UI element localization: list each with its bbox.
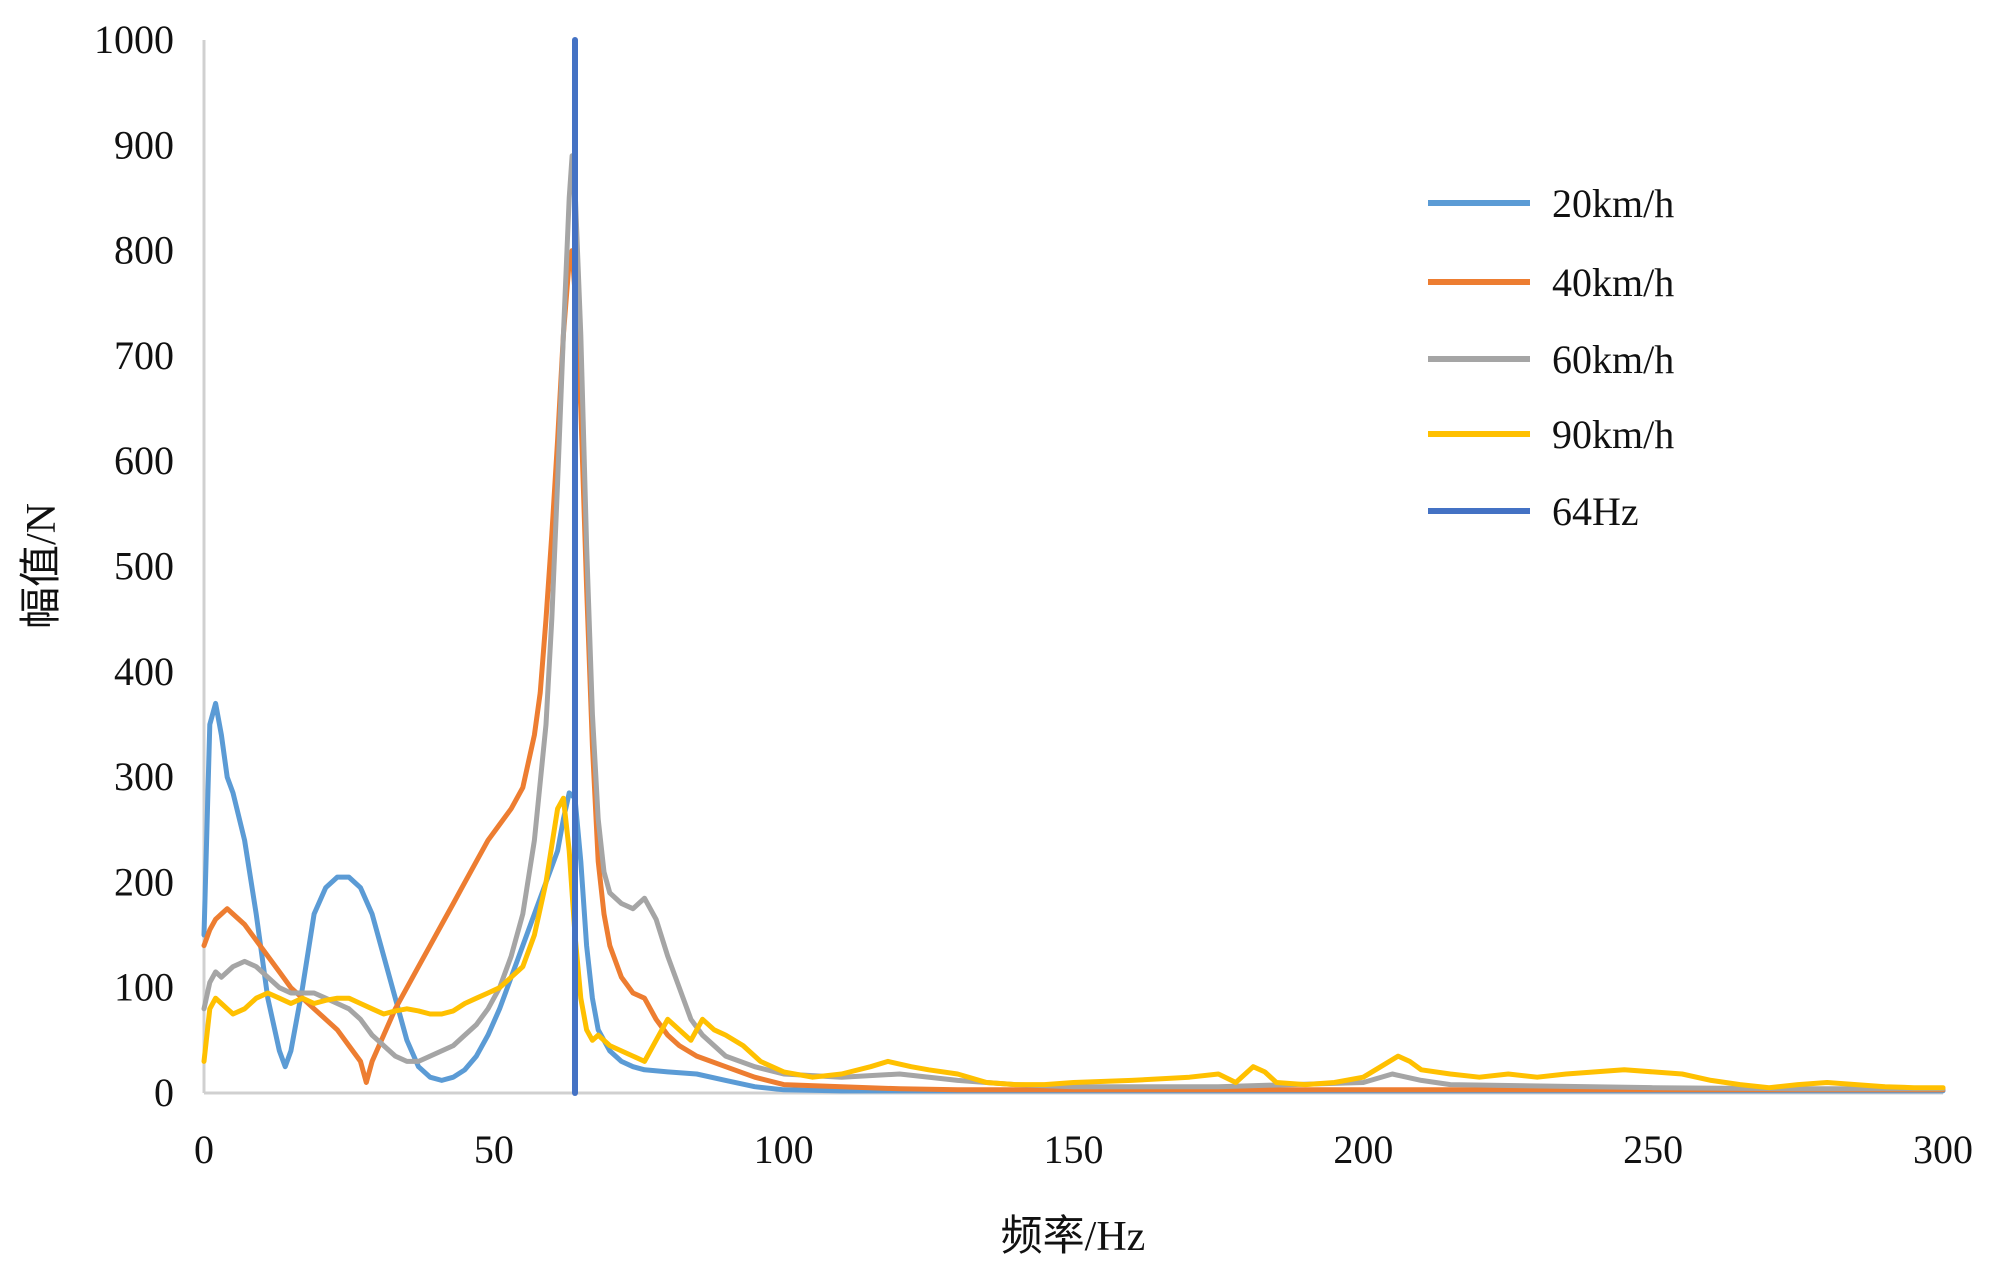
x-tick-label: 200: [1333, 1127, 1393, 1172]
y-tick-labels: 0 100 200 300 400 500 600 700 800 900 1000: [94, 17, 174, 1115]
series-line-3: [201, 795, 1946, 1091]
y-tick-label: 0: [154, 1070, 174, 1115]
y-tick-label: 400: [114, 649, 174, 694]
x-tick-label: 100: [754, 1127, 814, 1172]
series-line-0: [201, 700, 1946, 1094]
y-tick-label: 700: [114, 333, 174, 378]
y-tick-label: 1000: [94, 17, 174, 62]
axes: [202, 40, 1943, 1095]
x-tick-label: 0: [194, 1127, 214, 1172]
y-tick-label: 800: [114, 228, 174, 273]
x-tick-label: 150: [1044, 1127, 1104, 1172]
x-tick-label: 250: [1623, 1127, 1683, 1172]
y-axis-label: 幅值/N: [19, 503, 65, 629]
legend: 20km/h 40km/h 60km/h 90km/h 64Hz: [1428, 181, 1674, 534]
series-lines: [201, 37, 1946, 1096]
x-axis-label: 频率/Hz: [1001, 1213, 1146, 1260]
series-line-2: [201, 153, 1946, 1092]
x-tick-label: 300: [1913, 1127, 1973, 1172]
y-tick-label: 900: [114, 122, 174, 167]
y-tick-label: 100: [114, 965, 174, 1010]
legend-label: 40km/h: [1552, 260, 1674, 305]
legend-label: 64Hz: [1552, 489, 1639, 534]
y-tick-label: 500: [114, 544, 174, 589]
series-line-1: [201, 248, 1946, 1093]
legend-label: 90km/h: [1552, 412, 1674, 457]
y-tick-label: 200: [114, 859, 174, 904]
x-tick-label: 50: [474, 1127, 514, 1172]
legend-label: 60km/h: [1552, 337, 1674, 382]
y-tick-label: 600: [114, 438, 174, 483]
x-tick-labels: 0 50 100 150 200 250 300: [194, 1127, 1973, 1172]
y-tick-label: 300: [114, 754, 174, 799]
legend-label: 20km/h: [1552, 181, 1674, 226]
